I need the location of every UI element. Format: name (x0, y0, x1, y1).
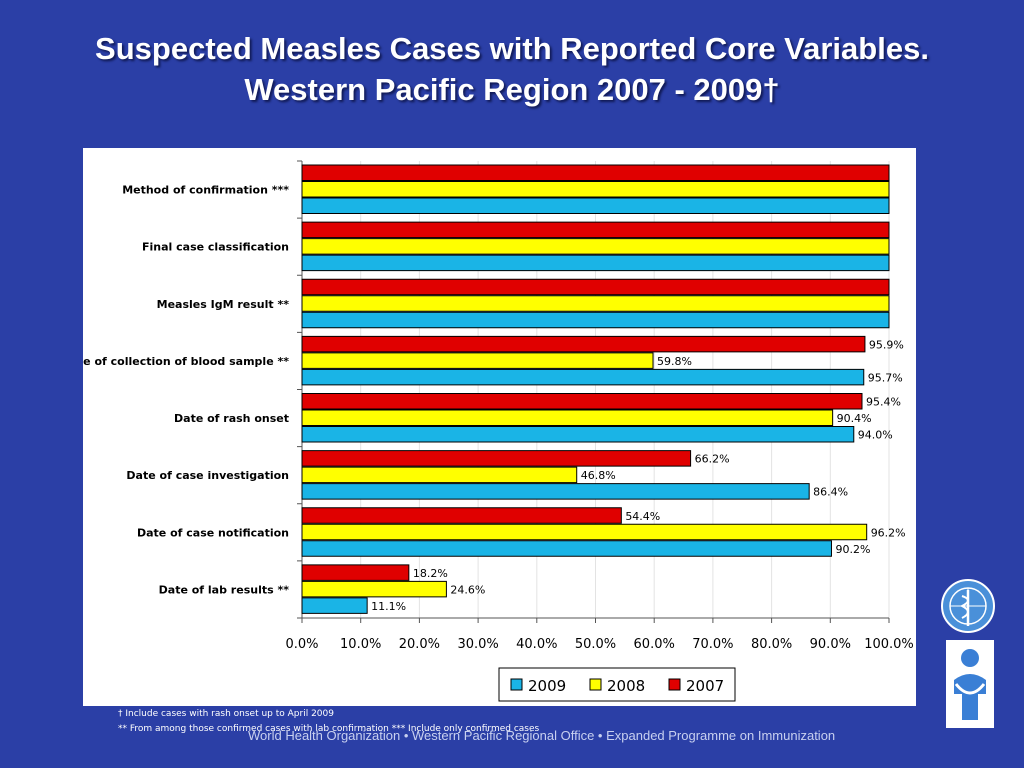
data-label-2007: 66.2% (695, 453, 730, 466)
x-tick-label: 80.0% (751, 637, 792, 652)
x-tick-label: 100.0% (864, 637, 914, 652)
data-label-2009: 11.1% (371, 600, 406, 613)
title-line-2: Western Pacific Region 2007 - 2009† (244, 72, 780, 107)
bar-2007 (301, 393, 863, 410)
bar-chart: 0.0% 10.0% 20.0% 30.0% 40.0% 50.0% 60.0% 70.0% 8… (83, 160, 914, 702)
data-label-2009: 90.2% (835, 543, 870, 556)
data-label-2007: 95.4% (866, 396, 901, 409)
data-label-2008: 24.6% (450, 583, 485, 596)
category-label: Date of rash onset (174, 412, 289, 425)
bar-2008 (301, 466, 578, 484)
data-label-2009: 94.0% (858, 429, 893, 442)
bar-2007 (301, 564, 410, 581)
footnotes: † Include cases with rash onset up to Ap… (118, 707, 539, 737)
x-tick-label: 70.0% (692, 637, 733, 652)
bar-2007 (301, 450, 692, 467)
legend-label-2008: 2008 (607, 677, 645, 695)
data-label-2008: 90.4% (837, 412, 872, 425)
bar-2007 (301, 507, 622, 524)
bar-2007 (301, 164, 890, 181)
bar-2008 (301, 295, 890, 312)
bar-2008 (301, 580, 447, 598)
x-tick-label: 50.0% (575, 637, 616, 652)
bar-2009 (301, 483, 810, 500)
legend-box (498, 667, 736, 702)
legend-swatch-2007 (668, 678, 681, 691)
x-tick-label: 20.0% (399, 637, 440, 652)
slide-title: Suspected Measles Cases with Reported Co… (0, 28, 1024, 110)
category-label: Method of confirmation *** (122, 184, 289, 197)
bar-2009 (301, 597, 368, 614)
bar-2007 (301, 278, 890, 296)
data-label-2009: 86.4% (813, 486, 848, 499)
data-label-2008: 46.8% (581, 469, 616, 482)
bar-2009 (301, 426, 855, 443)
title-line-1: Suspected Measles Cases with Reported Co… (95, 31, 929, 66)
data-label-2007: 95.9% (869, 338, 904, 351)
data-label-2008: 59.8% (657, 355, 692, 368)
who-emblem-icon (941, 579, 995, 633)
category-label: Measles IgM result ** (157, 298, 290, 311)
legend-swatch-2008 (589, 678, 602, 691)
data-label-2008: 96.2% (871, 526, 906, 539)
category-label: Date of collection of blood sample ** (83, 355, 289, 368)
x-tick-label: 40.0% (516, 637, 557, 652)
data-label-2007: 54.4% (625, 510, 660, 523)
epi-child-logo-icon (946, 640, 994, 728)
x-tick-label: 60.0% (634, 637, 675, 652)
category-label: Date of lab results ** (159, 583, 290, 596)
bar-2009 (301, 254, 890, 272)
bar-2007 (301, 335, 866, 353)
category-label: Final case classification (142, 241, 289, 254)
bar-2008 (301, 181, 890, 198)
footnote-lab-confirmation: ** From among those confirmed cases with… (118, 724, 540, 734)
x-tick-label: 0.0% (285, 637, 318, 652)
bar-2009 (301, 540, 832, 557)
bar-2008 (301, 238, 890, 255)
footnote-rash-onset: † Include cases with rash onset up to Ap… (118, 709, 334, 719)
legend-label-2007: 2007 (686, 677, 724, 695)
legend-swatch-2009 (510, 678, 523, 691)
bar-2009 (301, 311, 890, 329)
category-label: Date of case notification (137, 526, 289, 539)
bar-2008 (301, 352, 654, 369)
x-tick-label: 90.0% (810, 637, 851, 652)
category-label: Date of case investigation (126, 469, 289, 482)
bar-2008 (301, 523, 868, 541)
data-label-2007: 18.2% (413, 567, 448, 580)
chart-panel: 0.0% 10.0% 20.0% 30.0% 40.0% 50.0% 60.0% 70.0% 8… (83, 148, 916, 706)
bar-2007 (301, 221, 890, 239)
data-label-2009: 95.7% (868, 371, 903, 384)
x-tick-label: 30.0% (457, 637, 498, 652)
footer-text: World Health Organization • Western Paci… (248, 728, 836, 743)
x-tick-label: 10.0% (340, 637, 381, 652)
bar-2008 (301, 409, 834, 426)
legend-label-2009: 2009 (528, 677, 566, 695)
bar-2009 (301, 368, 865, 386)
bar-2009 (301, 197, 890, 214)
